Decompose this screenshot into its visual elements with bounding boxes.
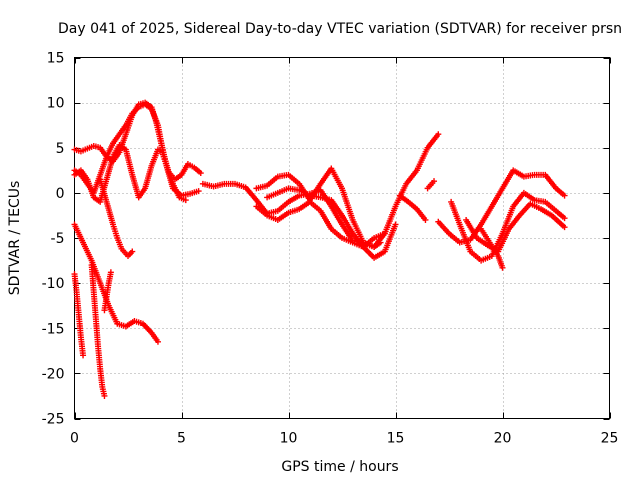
series-track-12 (253, 198, 388, 251)
series-track-8 (101, 269, 114, 314)
y-tick-label: 5 (56, 141, 65, 157)
x-tick-label: 15 (387, 431, 405, 447)
x-tick-label: 10 (280, 431, 298, 447)
series-track-4 (71, 221, 161, 345)
chart-title: Day 041 of 2025, Sidereal Day-to-day VTE… (58, 21, 622, 37)
data-point (129, 248, 136, 255)
data-points (71, 99, 568, 399)
series-track-6 (71, 271, 87, 359)
data-point (435, 131, 442, 138)
data-point (154, 338, 161, 345)
series-track-13 (396, 192, 429, 223)
x-tick-label: 20 (494, 431, 512, 447)
data-point (377, 239, 384, 246)
data-point (392, 221, 399, 228)
x-tick-label: 0 (70, 431, 79, 447)
y-tick-label: 10 (47, 96, 65, 112)
series-track-16 (448, 189, 568, 264)
x-tick-labels: 0 5 10 15 20 25 (70, 431, 618, 447)
y-tick-labels: 15 10 5 0 -5 -10 -15 -20 -25 (42, 51, 65, 428)
y-tick-label: -10 (42, 276, 65, 292)
data-point (422, 216, 429, 223)
y-tick-label: -5 (51, 231, 65, 247)
series-track-7 (88, 262, 108, 399)
data-point (381, 230, 388, 237)
data-point (561, 192, 568, 199)
data-point (182, 197, 189, 204)
data-point (197, 170, 204, 177)
series-track-5 (97, 176, 136, 260)
data-point (499, 264, 506, 271)
y-tick-label: -20 (42, 366, 65, 382)
series-track-18 (478, 225, 506, 271)
series-track-1 (71, 99, 204, 183)
data-point (80, 352, 87, 359)
y-tick-label: -15 (42, 321, 65, 337)
x-tick-label: 25 (601, 431, 619, 447)
data-point (107, 269, 114, 276)
x-axis-label: GPS time / hours (281, 459, 398, 475)
y-tick-label: -25 (42, 412, 65, 428)
data-point (195, 188, 202, 195)
data-point (431, 178, 438, 185)
series-track-14 (424, 178, 438, 192)
series-track-3 (71, 142, 202, 205)
series-track-9 (199, 131, 442, 251)
data-point (561, 224, 568, 231)
x-tick-label: 5 (177, 431, 186, 447)
plot-frame (74, 57, 610, 419)
y-axis-label: SDTVAR / TECUs (7, 181, 23, 296)
series-track-17 (463, 200, 568, 255)
data-point (101, 392, 108, 399)
series-track-15 (435, 167, 568, 246)
y-tick-label: 0 (56, 186, 65, 202)
data-point (561, 215, 568, 222)
series-track-11 (264, 185, 399, 261)
y-tick-label: 15 (47, 51, 65, 67)
